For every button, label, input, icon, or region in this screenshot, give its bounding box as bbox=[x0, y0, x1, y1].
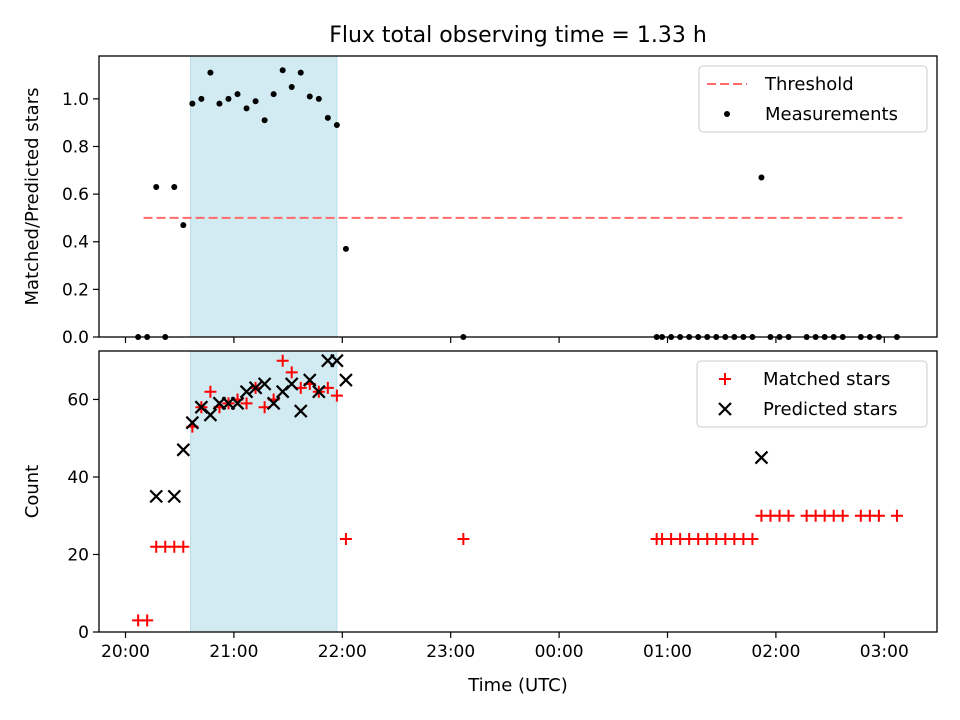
predicted-stars-point bbox=[339, 373, 353, 387]
series-predicted-stars bbox=[149, 353, 769, 504]
observing-interval-shade bbox=[190, 350, 338, 633]
matched-stars-point bbox=[872, 509, 885, 522]
matched-stars-point bbox=[457, 532, 470, 545]
legend-label: Threshold bbox=[764, 74, 854, 95]
matched-stars-point bbox=[782, 509, 795, 522]
legend-box bbox=[698, 65, 928, 133]
matched-stars-point bbox=[240, 397, 253, 410]
series-matched-stars bbox=[132, 354, 903, 627]
predicted-stars-point bbox=[303, 373, 317, 387]
predicted-stars-point bbox=[248, 381, 263, 395]
predicted-stars-point bbox=[149, 489, 163, 504]
legend-label: Predicted stars bbox=[763, 399, 897, 420]
legend-measurement-swatch bbox=[724, 111, 730, 117]
measurement-point bbox=[270, 91, 277, 98]
x-tick-label: 03:00 bbox=[860, 642, 909, 662]
matched-stars-point bbox=[276, 354, 289, 367]
matched-stars-point bbox=[141, 614, 154, 627]
matched-stars-point bbox=[330, 389, 343, 402]
measurement-point bbox=[342, 245, 349, 252]
y-axis-label: Count bbox=[22, 465, 43, 518]
measurement-point bbox=[225, 95, 232, 102]
observing-interval-shade bbox=[190, 55, 338, 338]
measurement-point bbox=[234, 91, 241, 98]
predicted-stars-point bbox=[239, 384, 254, 399]
predicted-stars-point bbox=[312, 384, 326, 399]
x-tick-label: 23:00 bbox=[426, 642, 475, 662]
plot-frame bbox=[98, 55, 938, 338]
measurement-point bbox=[153, 183, 160, 190]
measurement-point bbox=[758, 174, 765, 181]
predicted-stars-point bbox=[230, 396, 245, 411]
matched-stars-point bbox=[746, 532, 759, 545]
y-tick-label: 0 bbox=[78, 623, 89, 643]
measurement-point bbox=[315, 95, 322, 102]
measurement-point bbox=[288, 83, 295, 90]
legend-label: Measurements bbox=[765, 104, 898, 125]
measurement-point bbox=[261, 117, 268, 124]
measurement-point bbox=[171, 183, 178, 190]
predicted-stars-point bbox=[330, 353, 344, 368]
figure-title: Flux total observing time = 1.33 h bbox=[329, 23, 707, 48]
legend-predicted-swatch bbox=[718, 402, 732, 416]
x-tick-label: 20:00 bbox=[101, 642, 150, 662]
measurement-point bbox=[207, 69, 214, 76]
bottom-panel: 0 20 40 60 20:00 21:00 22:00 23:00 00:00 01:00 02:… bbox=[22, 350, 938, 662]
measurement-point bbox=[297, 69, 304, 76]
y-tick-label: 0.6 bbox=[62, 185, 89, 205]
x-axis-label: Time (UTC) bbox=[467, 675, 568, 696]
y-tick-label: 20 bbox=[67, 545, 89, 565]
predicted-stars-point bbox=[167, 489, 182, 504]
series-measurements bbox=[135, 67, 900, 340]
matched-stars-point bbox=[204, 385, 217, 398]
matched-stars-point bbox=[836, 509, 849, 522]
measurement-point bbox=[324, 114, 331, 121]
legend: Matched stars Predicted stars bbox=[696, 360, 928, 428]
matched-stars-point bbox=[339, 532, 352, 545]
matched-stars-point bbox=[285, 366, 298, 379]
measurement-point bbox=[189, 100, 196, 107]
predicted-stars-point bbox=[257, 377, 272, 391]
top-panel: 0.0 0.2 0.4 0.6 0.8 1.0 Matched/Predicted star… bbox=[22, 55, 938, 348]
measurement-point bbox=[333, 122, 340, 129]
y-tick-label: 0.2 bbox=[62, 280, 89, 300]
predicted-stars-point bbox=[266, 396, 281, 411]
predicted-stars-point bbox=[293, 404, 308, 418]
legend-label: Matched stars bbox=[763, 369, 890, 390]
predicted-stars-point bbox=[185, 415, 200, 430]
measurement-point bbox=[243, 105, 250, 112]
matched-stars-point bbox=[890, 509, 903, 522]
measurement-point bbox=[279, 67, 286, 74]
measurement-point bbox=[216, 100, 223, 107]
y-axis-label: Matched/Predicted stars bbox=[22, 88, 43, 306]
predicted-stars-point bbox=[284, 377, 299, 391]
x-tick-label: 01:00 bbox=[643, 642, 692, 662]
y-tick-label: 0.8 bbox=[62, 137, 89, 157]
y-tick-label: 1.0 bbox=[62, 90, 89, 110]
y-tick-label: 0.4 bbox=[62, 233, 89, 253]
x-tick-label: 02:00 bbox=[751, 642, 800, 662]
measurement-point bbox=[306, 93, 313, 100]
x-tick-label: 00:00 bbox=[535, 642, 584, 662]
legend-matched-swatch bbox=[719, 373, 731, 385]
predicted-stars-point bbox=[754, 450, 769, 465]
measurement-point bbox=[252, 98, 259, 105]
y-tick-label: 0.0 bbox=[62, 328, 89, 348]
x-tick-label: 21:00 bbox=[209, 642, 258, 662]
legend-box bbox=[696, 360, 928, 428]
y-tick-label: 40 bbox=[67, 468, 89, 488]
predicted-stars-point bbox=[203, 408, 218, 422]
y-tick-label: 60 bbox=[67, 390, 89, 410]
matched-stars-point bbox=[177, 540, 190, 553]
predicted-stars-point bbox=[176, 443, 191, 457]
plot-frame bbox=[98, 350, 938, 633]
x-tick-label: 22:00 bbox=[318, 642, 367, 662]
measurement-point bbox=[180, 222, 187, 229]
measurement-point bbox=[198, 95, 205, 102]
legend: Threshold Measurements bbox=[698, 65, 928, 133]
